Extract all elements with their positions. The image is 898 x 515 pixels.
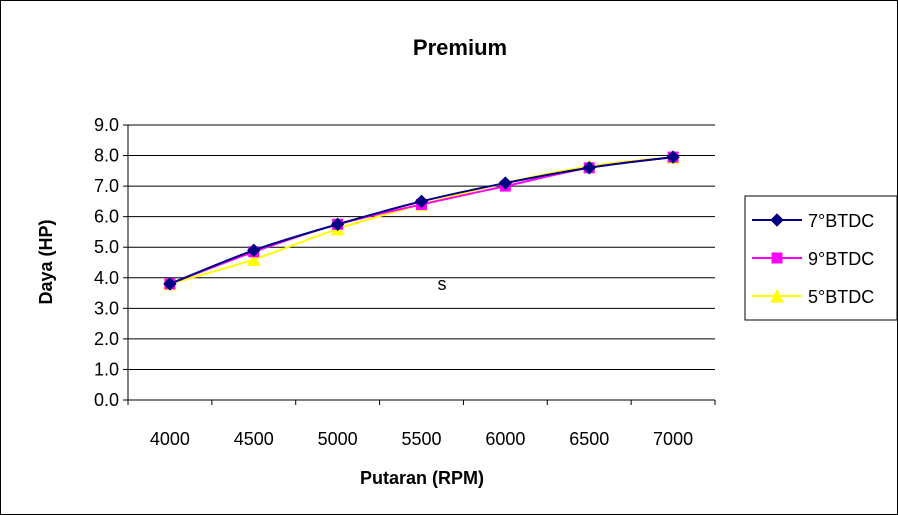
x-tick-label: 5500 [401, 429, 441, 449]
series-layer [163, 149, 680, 291]
y-axis-ticks: 0.0 1.0 2.0 3.0 4.0 5.0 6.0 7.0 8.0 9.0 [94, 115, 128, 410]
x-axis-title: Putaran (RPM) [360, 468, 484, 488]
y-axis-title: Daya (HP) [36, 219, 56, 304]
series-diamond [163, 150, 680, 291]
x-tick-label: 7000 [653, 429, 693, 449]
x-tick-label: 6500 [569, 429, 609, 449]
data-point-diamond [666, 150, 680, 164]
data-point-diamond [414, 194, 429, 209]
y-tick-label: 2.0 [94, 329, 119, 349]
data-point-diamond [582, 161, 596, 175]
legend-label: 7°BTDC [808, 211, 874, 231]
data-point-diamond [163, 277, 177, 291]
legend-marker-diamond [770, 213, 784, 227]
chart-title: Premium [413, 35, 507, 60]
x-axis-ticks: 4000 4500 5000 5500 6000 6500 7000 [127, 400, 716, 449]
y-tick-label: 3.0 [94, 298, 119, 318]
chart-annotation: s [438, 274, 447, 294]
y-tick-label: 6.0 [94, 207, 119, 227]
x-tick-label: 4000 [150, 429, 190, 449]
data-point-triangle [246, 252, 261, 266]
y-tick-label: 9.0 [94, 115, 119, 135]
y-tick-label: 7.0 [94, 176, 119, 196]
y-tick-label: 0.0 [94, 390, 119, 410]
legend-marker-triangle [770, 288, 784, 303]
y-tick-label: 8.0 [94, 146, 119, 166]
y-tick-label: 5.0 [94, 237, 119, 257]
legend-label: 9°BTDC [808, 249, 874, 269]
x-tick-label: 6000 [485, 429, 525, 449]
data-point-diamond [330, 217, 345, 232]
x-tick-label: 5000 [318, 429, 358, 449]
data-point-diamond [247, 243, 261, 257]
y-tick-label: 4.0 [94, 268, 119, 288]
legend-marker-square [771, 252, 783, 264]
plot-area [127, 124, 715, 401]
data-point-diamond [498, 176, 513, 190]
y-tick-label: 1.0 [94, 359, 119, 379]
x-tick-label: 4500 [234, 429, 274, 449]
legend: 7°BTDC 9°BTDC 5°BTDC [744, 195, 898, 321]
legend-label: 5°BTDC [808, 287, 874, 307]
